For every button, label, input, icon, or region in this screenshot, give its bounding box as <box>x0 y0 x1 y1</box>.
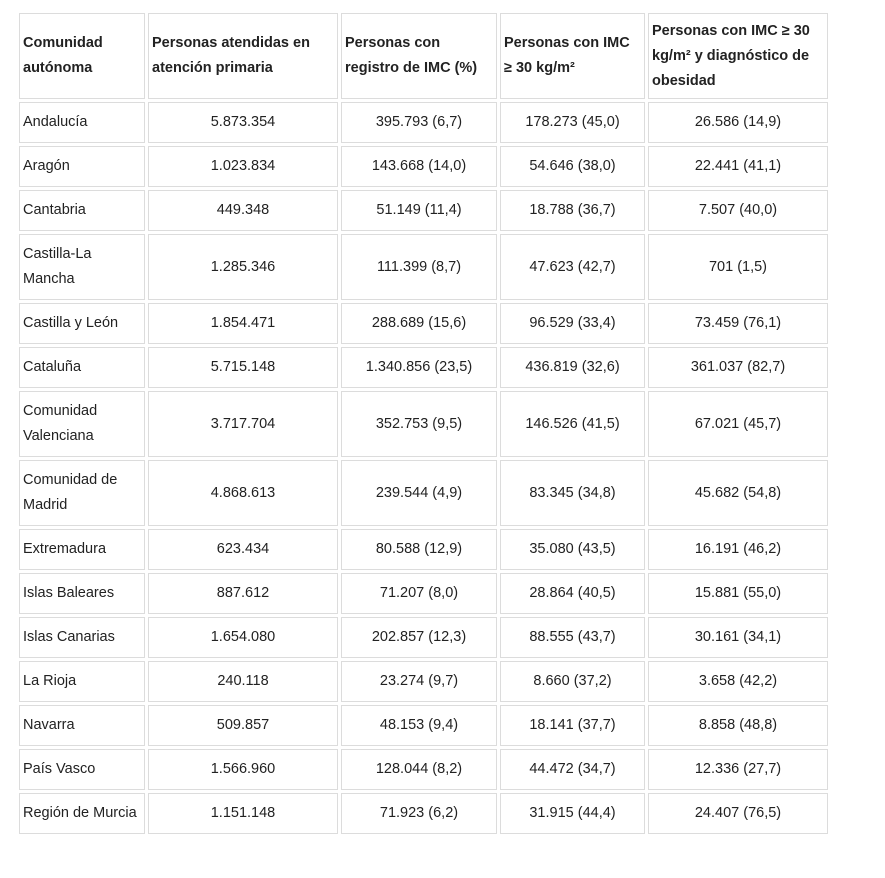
region-cell: Castilla-La Mancha <box>19 234 145 300</box>
value-cell: 509.857 <box>148 705 338 746</box>
value-cell: 8.858 (48,8) <box>648 705 828 746</box>
value-cell: 1.340.856 (23,5) <box>341 347 497 388</box>
value-cell: 47.623 (42,7) <box>500 234 645 300</box>
region-cell: Cataluña <box>19 347 145 388</box>
value-cell: 5.873.354 <box>148 102 338 143</box>
value-cell: 80.588 (12,9) <box>341 529 497 570</box>
value-cell: 887.612 <box>148 573 338 614</box>
value-cell: 28.864 (40,5) <box>500 573 645 614</box>
value-cell: 3.717.704 <box>148 391 338 457</box>
region-cell: Andalucía <box>19 102 145 143</box>
region-cell: Extremadura <box>19 529 145 570</box>
value-cell: 26.586 (14,9) <box>648 102 828 143</box>
table-row: Cataluña 5.715.148 1.340.856 (23,5) 436.819… <box>19 347 828 388</box>
value-cell: 73.459 (76,1) <box>648 303 828 344</box>
table-row: Castilla-La Mancha 1.285.346 111.399 (8,7)… <box>19 234 828 300</box>
value-cell: 701 (1,5) <box>648 234 828 300</box>
value-cell: 67.021 (45,7) <box>648 391 828 457</box>
value-cell: 83.345 (34,8) <box>500 460 645 526</box>
table-row: Cantabria 449.348 51.149 (11,4) 18.788 (36,… <box>19 190 828 231</box>
value-cell: 361.037 (82,7) <box>648 347 828 388</box>
header-cell: Personas con IMC ≥ 30 kg/m² y diagnóstic… <box>648 13 828 99</box>
region-cell: Comunidad de Madrid <box>19 460 145 526</box>
value-cell: 22.441 (41,1) <box>648 146 828 187</box>
header-row: Comunidad autónoma Personas atendidas en … <box>19 13 828 99</box>
value-cell: 5.715.148 <box>148 347 338 388</box>
region-cell: Islas Baleares <box>19 573 145 614</box>
value-cell: 623.434 <box>148 529 338 570</box>
value-cell: 96.529 (33,4) <box>500 303 645 344</box>
value-cell: 7.507 (40,0) <box>648 190 828 231</box>
header-cell: Comunidad autónoma <box>19 13 145 99</box>
value-cell: 1.285.346 <box>148 234 338 300</box>
value-cell: 71.207 (8,0) <box>341 573 497 614</box>
value-cell: 111.399 (8,7) <box>341 234 497 300</box>
header-cell: Personas atendidas en atención primaria <box>148 13 338 99</box>
region-cell: Comunidad Valenciana <box>19 391 145 457</box>
value-cell: 18.788 (36,7) <box>500 190 645 231</box>
region-cell: País Vasco <box>19 749 145 790</box>
value-cell: 1.151.148 <box>148 793 338 834</box>
region-cell: Navarra <box>19 705 145 746</box>
header-cell: Personas con IMC ≥ 30 kg/m² <box>500 13 645 99</box>
region-cell: Región de Murcia <box>19 793 145 834</box>
value-cell: 240.118 <box>148 661 338 702</box>
table-row: Castilla y León 1.854.471 288.689 (15,6) 96… <box>19 303 828 344</box>
value-cell: 51.149 (11,4) <box>341 190 497 231</box>
table-row: País Vasco 1.566.960 128.044 (8,2) 44.472 (… <box>19 749 828 790</box>
value-cell: 395.793 (6,7) <box>341 102 497 143</box>
table-row: Comunidad Valenciana 3.717.704 352.753 (9,… <box>19 391 828 457</box>
region-cell: La Rioja <box>19 661 145 702</box>
value-cell: 45.682 (54,8) <box>648 460 828 526</box>
value-cell: 44.472 (34,7) <box>500 749 645 790</box>
region-cell: Islas Canarias <box>19 617 145 658</box>
value-cell: 202.857 (12,3) <box>341 617 497 658</box>
value-cell: 18.141 (37,7) <box>500 705 645 746</box>
value-cell: 12.336 (27,7) <box>648 749 828 790</box>
table-row: Extremadura 623.434 80.588 (12,9) 35.080 (4… <box>19 529 828 570</box>
value-cell: 24.407 (76,5) <box>648 793 828 834</box>
value-cell: 288.689 (15,6) <box>341 303 497 344</box>
region-cell: Castilla y León <box>19 303 145 344</box>
value-cell: 143.668 (14,0) <box>341 146 497 187</box>
region-cell: Cantabria <box>19 190 145 231</box>
data-table: Comunidad autónoma Personas atendidas en … <box>16 10 831 837</box>
table-row: Navarra 509.857 48.153 (9,4) 18.141 (37,7) 8… <box>19 705 828 746</box>
value-cell: 15.881 (55,0) <box>648 573 828 614</box>
value-cell: 3.658 (42,2) <box>648 661 828 702</box>
value-cell: 4.868.613 <box>148 460 338 526</box>
value-cell: 128.044 (8,2) <box>341 749 497 790</box>
header-cell: Personas con registro de IMC (%) <box>341 13 497 99</box>
value-cell: 16.191 (46,2) <box>648 529 828 570</box>
region-cell: Aragón <box>19 146 145 187</box>
value-cell: 48.153 (9,4) <box>341 705 497 746</box>
value-cell: 449.348 <box>148 190 338 231</box>
value-cell: 436.819 (32,6) <box>500 347 645 388</box>
value-cell: 31.915 (44,4) <box>500 793 645 834</box>
table-row: Islas Baleares 887.612 71.207 (8,0) 28.864 … <box>19 573 828 614</box>
table-row: Comunidad de Madrid 4.868.613 239.544 (4,9… <box>19 460 828 526</box>
value-cell: 178.273 (45,0) <box>500 102 645 143</box>
value-cell: 54.646 (38,0) <box>500 146 645 187</box>
value-cell: 1.023.834 <box>148 146 338 187</box>
table-row: Región de Murcia 1.151.148 71.923 (6,2) 31.… <box>19 793 828 834</box>
value-cell: 8.660 (37,2) <box>500 661 645 702</box>
value-cell: 71.923 (6,2) <box>341 793 497 834</box>
value-cell: 239.544 (4,9) <box>341 460 497 526</box>
value-cell: 146.526 (41,5) <box>500 391 645 457</box>
value-cell: 1.654.080 <box>148 617 338 658</box>
value-cell: 30.161 (34,1) <box>648 617 828 658</box>
value-cell: 35.080 (43,5) <box>500 529 645 570</box>
value-cell: 1.854.471 <box>148 303 338 344</box>
table-row: Aragón 1.023.834 143.668 (14,0) 54.646 (38,… <box>19 146 828 187</box>
table-row: Andalucía 5.873.354 395.793 (6,7) 178.273 (… <box>19 102 828 143</box>
table-row: La Rioja 240.118 23.274 (9,7) 8.660 (37,2) 3… <box>19 661 828 702</box>
value-cell: 1.566.960 <box>148 749 338 790</box>
table-row: Islas Canarias 1.654.080 202.857 (12,3) 88.… <box>19 617 828 658</box>
value-cell: 352.753 (9,5) <box>341 391 497 457</box>
value-cell: 88.555 (43,7) <box>500 617 645 658</box>
value-cell: 23.274 (9,7) <box>341 661 497 702</box>
